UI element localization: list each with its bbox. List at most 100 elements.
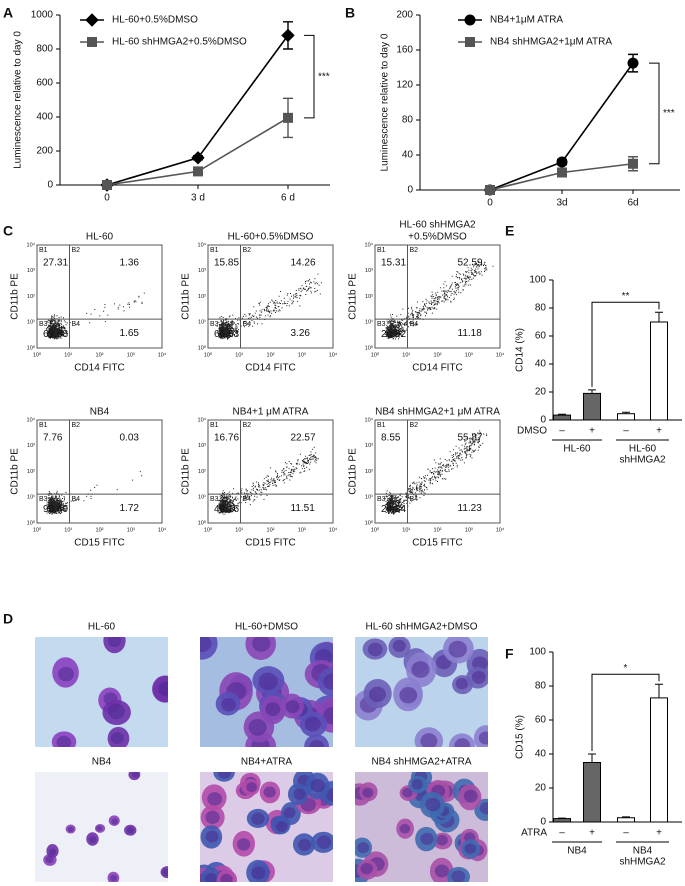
nucleus (263, 786, 276, 798)
x-tick-label: 10⁰ (204, 351, 213, 358)
nucleus (126, 826, 135, 834)
x-tick-label: 10³ (465, 352, 473, 358)
y-tick-label: 200 (36, 146, 53, 157)
nucleus (96, 825, 103, 832)
scatter-dots (45, 292, 145, 340)
y-tick-label: 1000 (31, 10, 54, 21)
nucleus (309, 739, 325, 747)
image-title: HL-60+DMSO (235, 622, 298, 633)
x-tick-label: 10¹ (235, 527, 243, 533)
bar (583, 762, 601, 823)
y-tick-label: 10² (198, 469, 206, 475)
y-tick-label: 10² (198, 294, 206, 300)
quadrant-name: B4 (410, 496, 419, 503)
x-tick-label: – (623, 426, 629, 437)
nucleus (420, 832, 434, 846)
nucleus (251, 812, 265, 825)
nucleus (434, 864, 449, 878)
nucleus (162, 868, 168, 877)
nucleus (362, 787, 374, 798)
y-tick-label: 120 (396, 80, 413, 91)
y-tick-label: 10² (27, 294, 35, 300)
nucleus (265, 702, 281, 717)
nucleus (454, 738, 471, 747)
legend-label: NB4+1μM ATRA (490, 15, 563, 26)
x-tick-label: – (623, 828, 629, 839)
x-tick-label: 0 (487, 198, 493, 209)
annotation: *** (663, 108, 675, 119)
nucleus (207, 792, 223, 806)
quadrant-name: B2 (243, 422, 252, 429)
quadrant-name: B4 (243, 496, 252, 503)
panel-label: A (3, 5, 13, 21)
nucleus (56, 735, 72, 747)
quadrant-name: B2 (72, 422, 81, 429)
scatter-dots (217, 446, 319, 515)
y-tick-label: 0 (540, 817, 546, 828)
quadrant-value: 24.34 (381, 504, 406, 515)
nucleus (204, 873, 217, 882)
nucleus (436, 834, 448, 846)
x-tick-label: 6d (627, 198, 638, 209)
image-title: HL-60 (88, 622, 116, 633)
scatter-dots (384, 430, 488, 515)
cells (355, 772, 488, 882)
quadrant-value: 0.03 (120, 433, 140, 444)
panel-label: B (345, 5, 355, 21)
nucleus (297, 838, 312, 852)
y-tick-label: 10⁰ (27, 344, 36, 351)
x-tick-label: 0 (104, 193, 110, 204)
x-axis-label: CD15 FITC (412, 538, 463, 549)
nucleus (221, 698, 236, 712)
x-axis-label: CD14 FITC (74, 363, 125, 374)
quadrant-value: 14.26 (291, 258, 316, 269)
nucleus (479, 802, 488, 815)
marker (87, 37, 97, 47)
image-title: NB4 (92, 757, 112, 768)
quadrant-name: B1 (39, 422, 48, 429)
nucleus (107, 703, 125, 720)
x-tick-label: 10² (267, 527, 275, 533)
nucleus (131, 772, 140, 778)
micrograph (355, 772, 488, 882)
y-tick-label: 40 (535, 749, 547, 760)
significance-bracket (591, 301, 660, 387)
nucleus (283, 807, 296, 819)
nucleus (111, 818, 119, 825)
nucleus (357, 842, 370, 854)
nucleus (248, 718, 267, 736)
quadrant-name: B4 (410, 321, 419, 328)
image-title: HL-60 shHMGA2+DMSO (366, 622, 478, 633)
x-tick-label: 10² (434, 527, 442, 533)
x-tick-label: 10² (96, 352, 104, 358)
micrograph (200, 772, 333, 882)
cells (51, 637, 168, 747)
x-tick-label: 10⁴ (496, 526, 505, 533)
quadrant-name: B1 (210, 247, 219, 254)
quadrant-value: 1.65 (120, 328, 140, 339)
x-tick-label: 10⁴ (158, 351, 167, 358)
annotation: ** (622, 291, 630, 302)
quadrant-value: 11.51 (291, 503, 316, 514)
y-axis-label: CD11b PE (10, 273, 21, 320)
group-label: shHMGA2 (619, 857, 666, 868)
x-tick-label: 3 d (191, 193, 205, 204)
x-tick-label: + (656, 426, 662, 437)
nucleus (310, 778, 325, 793)
quadrant-value: 49.16 (214, 504, 239, 515)
nucleus (304, 716, 321, 732)
scatter-dots (216, 273, 322, 340)
marker (557, 167, 567, 178)
marker (485, 185, 495, 195)
y-tick-label: 10¹ (27, 495, 35, 501)
nucleus (110, 732, 124, 745)
marker (628, 158, 638, 169)
quadrant-name: B2 (410, 422, 419, 429)
quadrant-value: 15.31 (381, 258, 406, 269)
bar (617, 413, 635, 421)
y-axis-label: CD15 (%) (515, 715, 526, 759)
x-tick-label: 10³ (465, 527, 473, 533)
quadrant-value: 8.55 (381, 433, 401, 444)
y-tick-label: 10¹ (365, 320, 373, 326)
quadrant-value: 1.36 (120, 258, 140, 269)
